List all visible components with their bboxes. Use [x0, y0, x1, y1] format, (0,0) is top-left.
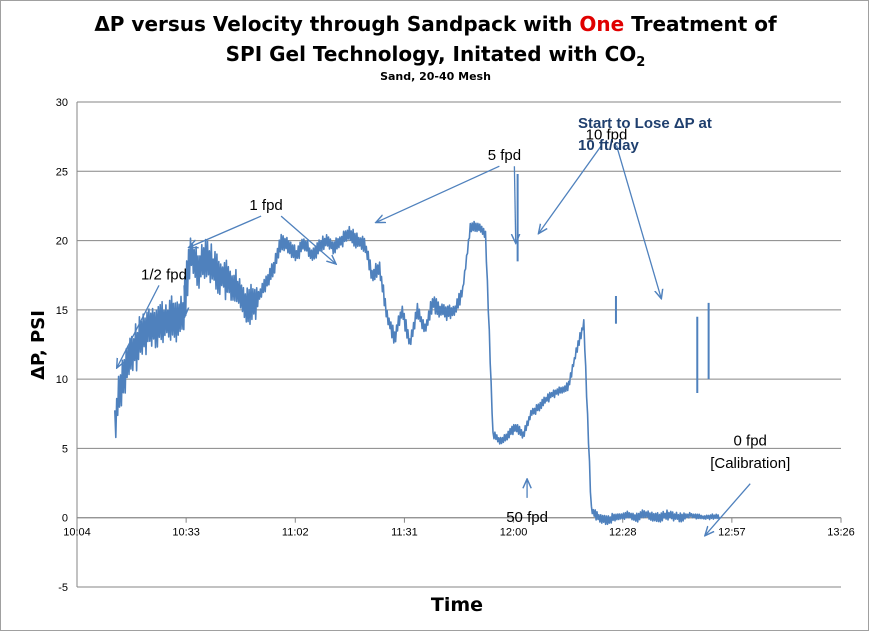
chart-title-line2: SPI Gel Technology, Initated with CO2	[225, 42, 646, 70]
annotation-arrow	[184, 285, 185, 316]
annotation-label: 10 fpd	[586, 126, 628, 143]
y-tick-labels: -5 0 5 10 15 20 25 30	[56, 97, 68, 594]
x-tick-label: 11:02	[282, 527, 309, 539]
x-tick-label: 10:33	[172, 527, 200, 539]
title-red-word: One	[579, 12, 625, 36]
x-tick-label: 12:00	[500, 527, 528, 539]
x-tick-label: 13:26	[827, 527, 855, 539]
series-line	[114, 220, 721, 526]
y-tick-label: 20	[56, 236, 68, 248]
callout-line2: 10 ft/day	[578, 137, 640, 154]
x-tick-label: 12:28	[609, 527, 637, 539]
annotation-arrow	[514, 166, 515, 243]
annotation-label: 50 fpd	[506, 509, 548, 526]
annotation-arrow	[280, 215, 336, 264]
annotation-arrow	[538, 145, 603, 233]
callout-line1: Start to Lose ΔP at	[578, 115, 712, 132]
annotation-arrow	[615, 145, 662, 298]
annotation-label: 0 fpd	[734, 433, 767, 450]
annotation-arrow	[117, 285, 160, 368]
y-axis-label: ΔP, PSI	[28, 310, 49, 380]
series-group	[114, 174, 721, 526]
x-tick-labels: 10:04 10:33 11:02 11:31 12:00 12:28 12:57 13:26	[63, 527, 855, 539]
annotation-labels: 1/2 fpd 1 fpd 5 fpd 10 fpd 50 fpd 0 fpd [Calib…	[141, 126, 790, 525]
x-tick-label: 12:57	[718, 527, 746, 539]
annotation-label: 1/2 fpd	[141, 266, 187, 283]
x-axis-label: Time	[431, 594, 483, 616]
grid-lines	[77, 101, 841, 588]
title-subscript: 2	[636, 55, 646, 70]
annotation-label: 5 fpd	[488, 147, 521, 164]
annotation-label: [Calibration]	[710, 455, 790, 472]
y-tick-label: 25	[56, 166, 68, 178]
y-tick-label: -5	[58, 582, 68, 594]
y-tick-label: 15	[56, 305, 68, 317]
annotation-arrow	[189, 215, 262, 247]
x-tick-label: 10:04	[63, 527, 91, 539]
y-tick-label: 5	[62, 443, 68, 455]
chart-title-line1: ΔP versus Velocity through Sandpack with…	[94, 12, 777, 36]
annotation-arrow	[705, 483, 751, 536]
annotation-arrows	[117, 145, 751, 535]
y-tick-label: 10	[56, 374, 68, 386]
annotation-label: 1 fpd	[249, 197, 282, 214]
chart-subtitle: Sand, 20-40 Mesh	[380, 70, 491, 83]
axes	[76, 102, 842, 587]
y-tick-label: 30	[56, 97, 68, 109]
annotation-arrow	[376, 165, 500, 222]
x-tick-label: 11:31	[391, 527, 418, 539]
y-tick-label: 0	[62, 513, 68, 525]
